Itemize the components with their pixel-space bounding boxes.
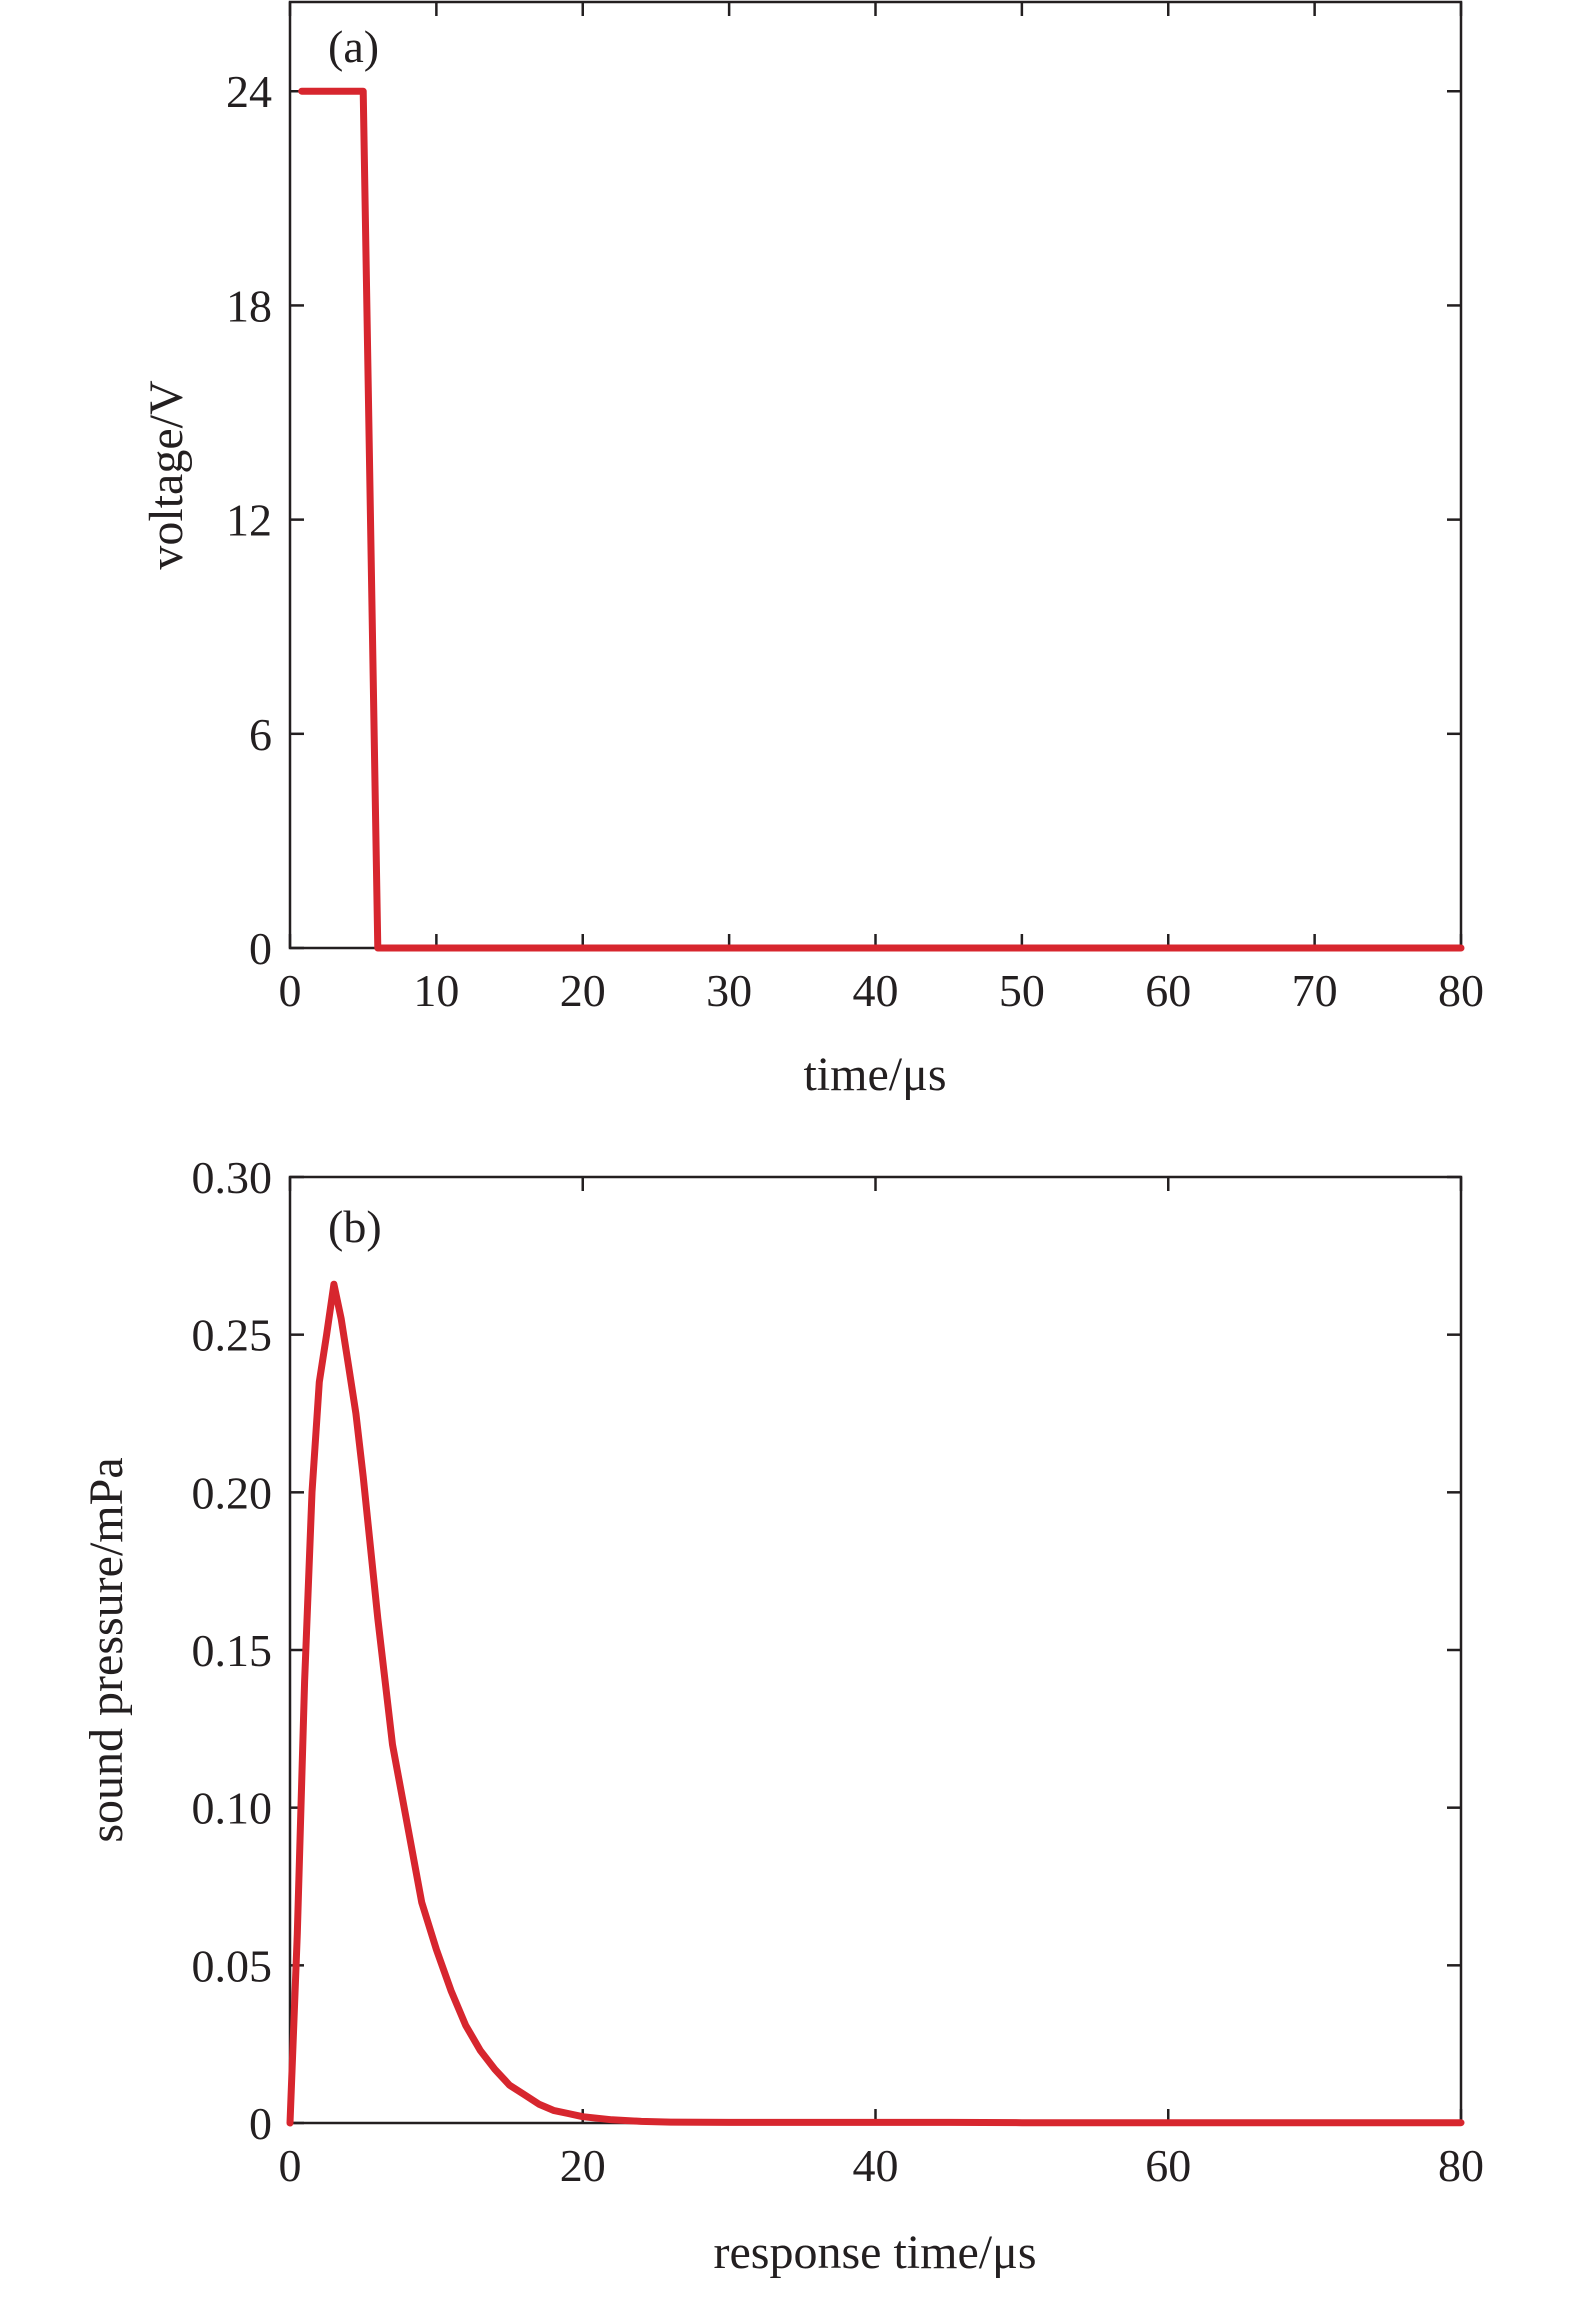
panel-b-y-tick-label: 0.25 <box>192 1310 273 1361</box>
panel-a-y-ticks: 0 6 12 18 24 <box>226 66 1461 974</box>
panel-b-x-tick-label: 20 <box>560 2140 606 2191</box>
panel-b-y-tick-label: 0.10 <box>192 1783 273 1834</box>
panel-a-y-tick-label: 24 <box>226 66 272 117</box>
panel-b-x-tick-label: 80 <box>1438 2140 1484 2191</box>
panel-a-x-tick-label: 20 <box>560 965 606 1016</box>
panel-b-y-axis-label: sound pressure/mPa <box>80 1457 133 1842</box>
panel-a-x-tick-label: 50 <box>999 965 1045 1016</box>
panel-b-x-tick-label: 60 <box>1145 2140 1191 2191</box>
panel-b-series-line <box>286 1280 1465 2127</box>
panel-a-y-tick-label: 6 <box>249 709 272 760</box>
panel-a-series-group <box>298 87 1465 952</box>
panel-a-y-axis-label: voltage/V <box>140 380 193 570</box>
panel-a-x-axis-label: time/μs <box>803 1048 946 1101</box>
panel-b-x-axis-label: response time/μs <box>713 2226 1036 2279</box>
panel-a-plot-frame <box>288 0 1463 950</box>
panel-b-y-ticks: 0 0.05 0.10 0.15 0.20 0.25 0.30 <box>192 1152 1461 2149</box>
panel-b-y-tick-label: 0.30 <box>192 1152 273 1203</box>
panel-a-x-tick-label: 0 <box>279 965 302 1016</box>
panel-b-y-tick-label: 0.20 <box>192 1467 273 1518</box>
panel-a-x-ticks: 0 10 20 30 40 50 60 70 80 <box>279 2 1484 1016</box>
panel-a-label: (a) <box>328 21 379 72</box>
panel-a-x-tick-label: 80 <box>1438 965 1484 1016</box>
panel-b-series-group <box>286 1280 1465 2127</box>
panel-a-x-tick-label: 70 <box>1292 965 1338 1016</box>
panel-a-series-line <box>298 87 1465 952</box>
panel-b-y-tick-label: 0.05 <box>192 1940 273 1991</box>
panel-b-chart: (b) response time/μs sound pressure/mPa … <box>80 1152 1484 2279</box>
panel-a-x-tick-label: 30 <box>706 965 752 1016</box>
panel-b-plot-frame <box>288 1175 1463 2125</box>
panel-a-x-tick-label: 40 <box>853 965 899 1016</box>
panel-a-chart: (a) time/μs voltage/V 0 10 20 30 40 50 60 70 80 … <box>140 0 1484 1101</box>
panel-a-y-tick-label: 0 <box>249 923 272 974</box>
panel-a-y-tick-label: 12 <box>226 495 272 546</box>
panel-a-x-tick-label: 60 <box>1145 965 1191 1016</box>
panel-a-y-tick-label: 18 <box>226 280 272 331</box>
panel-b-label: (b) <box>328 1201 382 1252</box>
panel-b-y-tick-label: 0 <box>249 2098 272 2149</box>
panel-b-x-tick-label: 0 <box>279 2140 302 2191</box>
panel-b-x-ticks: 0 20 40 60 80 <box>279 1177 1484 2191</box>
panel-b-x-tick-label: 40 <box>853 2140 899 2191</box>
panel-b-y-tick-label: 0.15 <box>192 1625 273 1676</box>
panel-a-x-tick-label: 10 <box>413 965 459 1016</box>
